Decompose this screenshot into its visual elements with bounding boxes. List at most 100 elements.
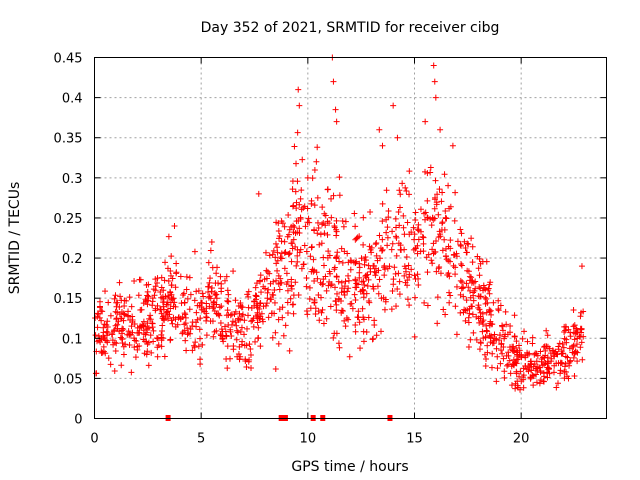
data-point xyxy=(380,294,387,301)
data-point xyxy=(359,287,366,294)
data-point xyxy=(555,343,562,350)
data-point xyxy=(458,262,465,269)
data-point xyxy=(438,198,445,205)
data-point xyxy=(468,274,475,281)
data-point xyxy=(476,319,483,326)
data-point xyxy=(328,195,335,202)
data-point xyxy=(100,324,107,331)
data-point xyxy=(161,316,168,323)
data-point xyxy=(361,261,368,268)
data-point xyxy=(196,335,203,342)
data-point xyxy=(307,253,314,260)
data-point xyxy=(411,272,418,279)
data-point xyxy=(293,160,300,167)
data-point xyxy=(452,189,459,196)
data-point xyxy=(280,332,287,339)
data-point xyxy=(515,356,522,363)
data-point xyxy=(524,338,531,345)
data-point xyxy=(283,270,290,277)
data-point xyxy=(288,276,295,283)
data-point xyxy=(172,284,179,291)
data-point xyxy=(507,329,514,336)
data-point xyxy=(271,286,278,293)
data-point xyxy=(446,289,453,296)
data-point xyxy=(412,245,419,252)
data-point xyxy=(255,324,262,331)
data-point xyxy=(412,216,419,223)
data-point xyxy=(281,265,288,272)
data-point xyxy=(205,294,212,301)
data-point xyxy=(224,307,231,314)
data-point xyxy=(107,361,114,368)
data-point xyxy=(561,368,568,375)
data-point xyxy=(351,291,358,298)
data-point xyxy=(469,243,476,250)
data-point xyxy=(165,233,172,240)
data-point xyxy=(505,352,512,359)
data-point xyxy=(103,332,110,339)
data-point xyxy=(157,306,164,313)
data-point xyxy=(157,289,164,296)
data-point xyxy=(415,281,422,288)
data-point xyxy=(544,354,551,361)
data-point xyxy=(230,346,237,353)
data-point xyxy=(319,306,326,313)
data-point xyxy=(131,344,138,351)
data-point xyxy=(564,373,571,380)
data-point xyxy=(292,230,299,237)
data-point xyxy=(288,258,295,265)
data-point xyxy=(311,227,318,234)
data-point xyxy=(396,278,403,285)
data-point xyxy=(150,338,157,345)
data-point xyxy=(333,232,340,239)
data-point xyxy=(449,142,456,149)
data-point xyxy=(284,299,291,306)
data-point xyxy=(316,241,323,248)
data-point xyxy=(321,210,328,217)
data-point xyxy=(513,370,520,377)
data-point xyxy=(182,311,189,318)
data-point xyxy=(122,341,129,348)
data-point xyxy=(499,350,506,357)
data-point xyxy=(270,278,277,285)
data-point xyxy=(482,286,489,293)
data-point xyxy=(203,314,210,321)
data-point xyxy=(537,369,544,376)
data-point xyxy=(325,248,332,255)
data-point xyxy=(277,275,284,282)
data-point xyxy=(189,347,196,354)
data-point xyxy=(250,323,257,330)
data-point xyxy=(319,204,326,211)
data-point xyxy=(442,311,449,318)
data-point xyxy=(227,326,234,333)
data-point xyxy=(109,331,116,338)
data-point xyxy=(207,275,214,282)
data-point xyxy=(468,235,475,242)
data-point xyxy=(441,236,448,243)
data-point xyxy=(215,280,222,287)
data-point xyxy=(274,257,281,264)
data-point xyxy=(546,365,553,372)
data-point xyxy=(238,324,245,331)
data-point xyxy=(331,224,338,231)
data-point xyxy=(445,270,452,277)
data-point xyxy=(233,336,240,343)
data-point xyxy=(137,307,144,314)
data-point xyxy=(359,305,366,312)
data-point xyxy=(376,126,383,133)
data-point xyxy=(472,285,479,292)
data-point xyxy=(570,306,577,313)
data-point xyxy=(483,295,490,302)
data-point xyxy=(344,288,351,295)
data-point xyxy=(432,177,439,184)
data-point xyxy=(373,239,380,246)
data-point xyxy=(272,329,279,336)
data-point xyxy=(353,280,360,287)
data-point xyxy=(327,303,334,310)
data-point xyxy=(476,346,483,353)
data-point xyxy=(314,144,321,151)
data-point xyxy=(290,236,297,243)
data-point xyxy=(311,278,318,285)
data-point xyxy=(194,302,201,309)
data-point xyxy=(381,264,388,271)
